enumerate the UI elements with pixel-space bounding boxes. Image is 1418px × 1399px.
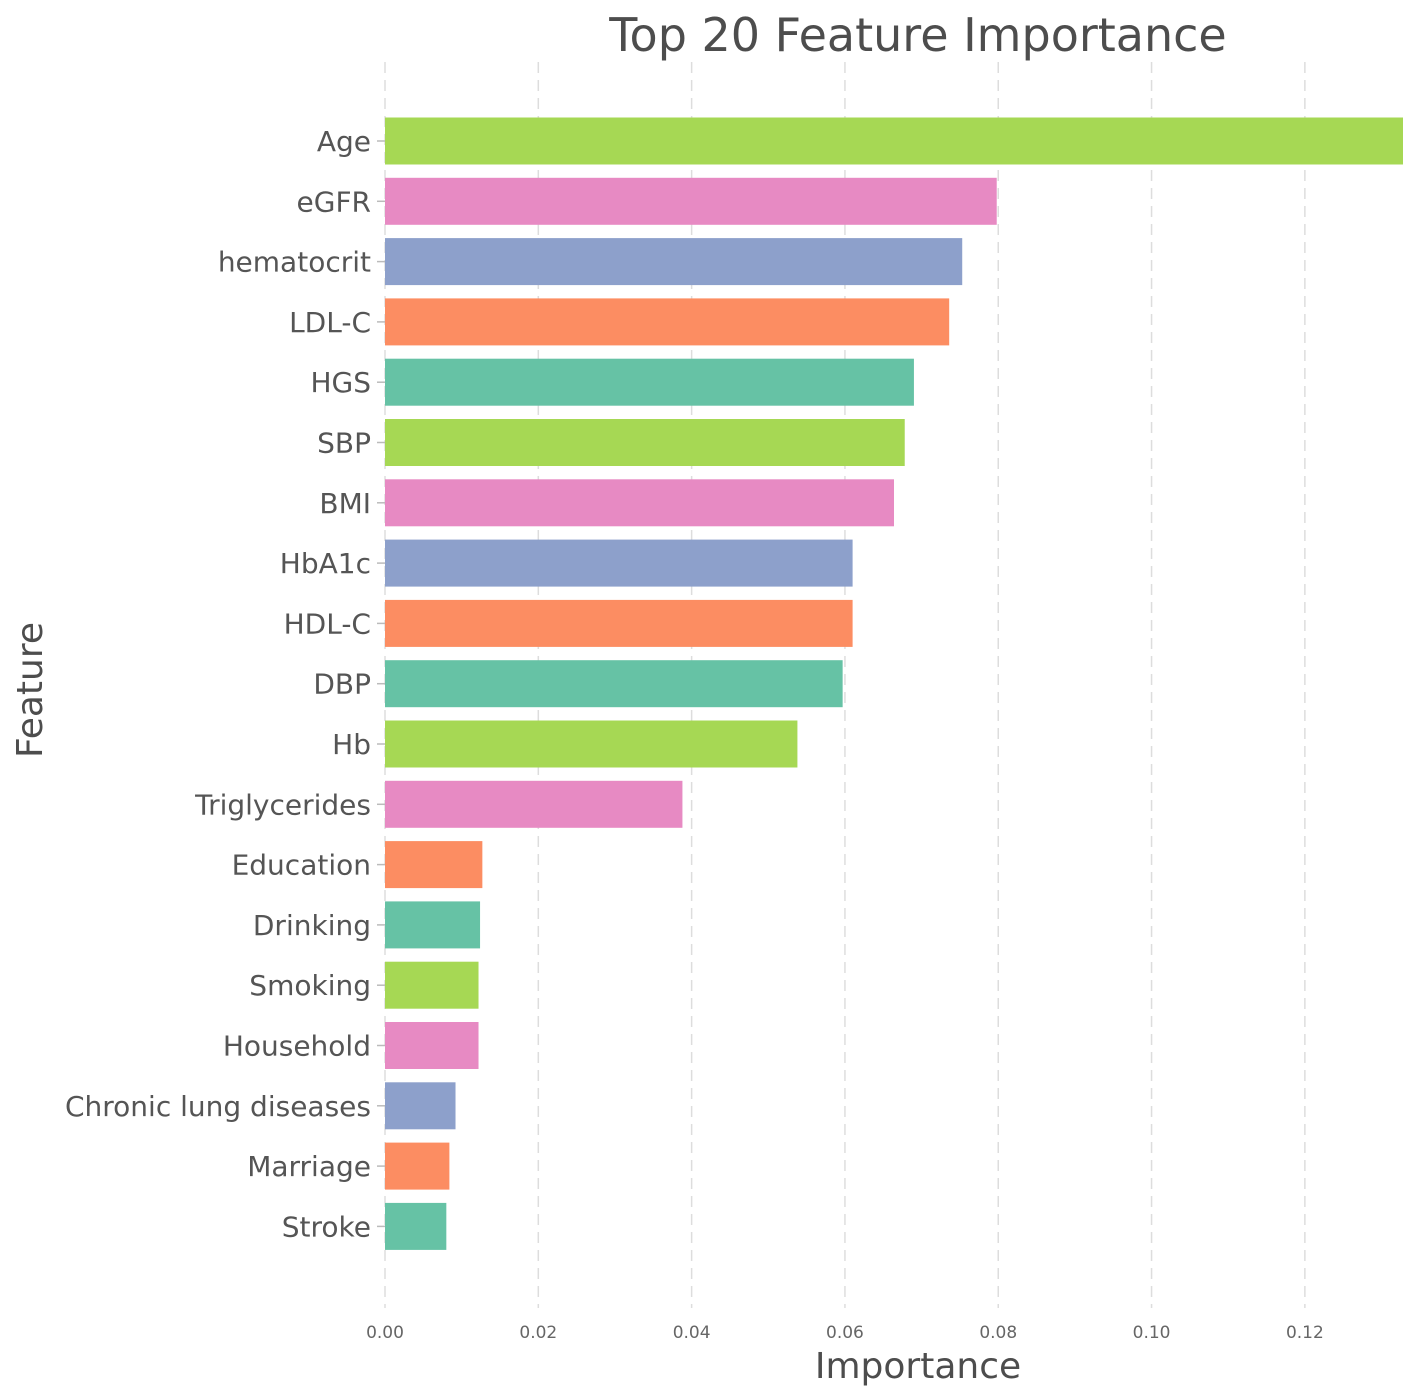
category-label: Household	[223, 1030, 371, 1063]
x-axis-label: Importance	[815, 1346, 1021, 1387]
bar	[385, 419, 905, 466]
bar	[385, 901, 481, 949]
bar	[385, 479, 894, 527]
x-tick-label: 0.08	[979, 1323, 1017, 1343]
category-label: Marriage	[247, 1150, 371, 1183]
chart-title: Top 20 Feature Importance	[608, 8, 1226, 62]
category-label: BMI	[319, 487, 371, 520]
category-label: LDL-C	[289, 306, 371, 339]
category-label: DBP	[313, 668, 371, 701]
bar	[385, 298, 950, 346]
category-label: HbA1c	[280, 547, 371, 580]
x-tick-label: 0.02	[519, 1323, 557, 1343]
category-label: Stroke	[282, 1210, 371, 1243]
x-tick-label: 0.10	[1133, 1323, 1171, 1343]
bar	[385, 720, 798, 768]
category-label: hematocrit	[218, 246, 371, 279]
category-label: HGS	[310, 366, 371, 399]
x-tick-label: 0.06	[826, 1323, 864, 1343]
category-label: Education	[232, 849, 371, 882]
y-axis-label: Feature	[10, 622, 51, 758]
category-label: Drinking	[253, 909, 371, 942]
x-tick-labels: 0.00 0.02 0.04 0.06 0.08 0.10 0.12	[366, 1323, 1324, 1343]
category-label: Chronic lung diseases	[65, 1090, 371, 1123]
category-label: Age	[317, 125, 371, 158]
bar	[385, 961, 479, 1009]
bar	[385, 539, 853, 587]
bar	[385, 117, 1403, 165]
x-tick-label: 0.00	[366, 1323, 404, 1343]
bar	[385, 599, 853, 647]
bar	[385, 660, 843, 708]
bar	[385, 1082, 456, 1130]
bar	[385, 177, 997, 225]
x-tick-label: 0.12	[1286, 1323, 1324, 1343]
category-labels: Age eGFR hematocrit LDL-C HGS SBP BMI HbA1c HDL-…	[65, 125, 385, 1243]
bar	[385, 841, 483, 889]
category-label: Smoking	[249, 969, 371, 1002]
bar	[385, 358, 914, 406]
bar	[385, 238, 963, 286]
category-label: Hb	[332, 728, 371, 761]
bar	[385, 1202, 447, 1250]
category-label: HDL-C	[284, 607, 371, 640]
bar	[385, 780, 683, 828]
bar	[385, 1022, 479, 1069]
bar	[385, 1142, 450, 1190]
category-label: Triglycerides	[194, 788, 371, 821]
x-tick-label: 0.04	[673, 1323, 711, 1343]
category-label: eGFR	[297, 185, 371, 218]
category-label: SBP	[317, 427, 371, 460]
bars	[385, 117, 1403, 1250]
